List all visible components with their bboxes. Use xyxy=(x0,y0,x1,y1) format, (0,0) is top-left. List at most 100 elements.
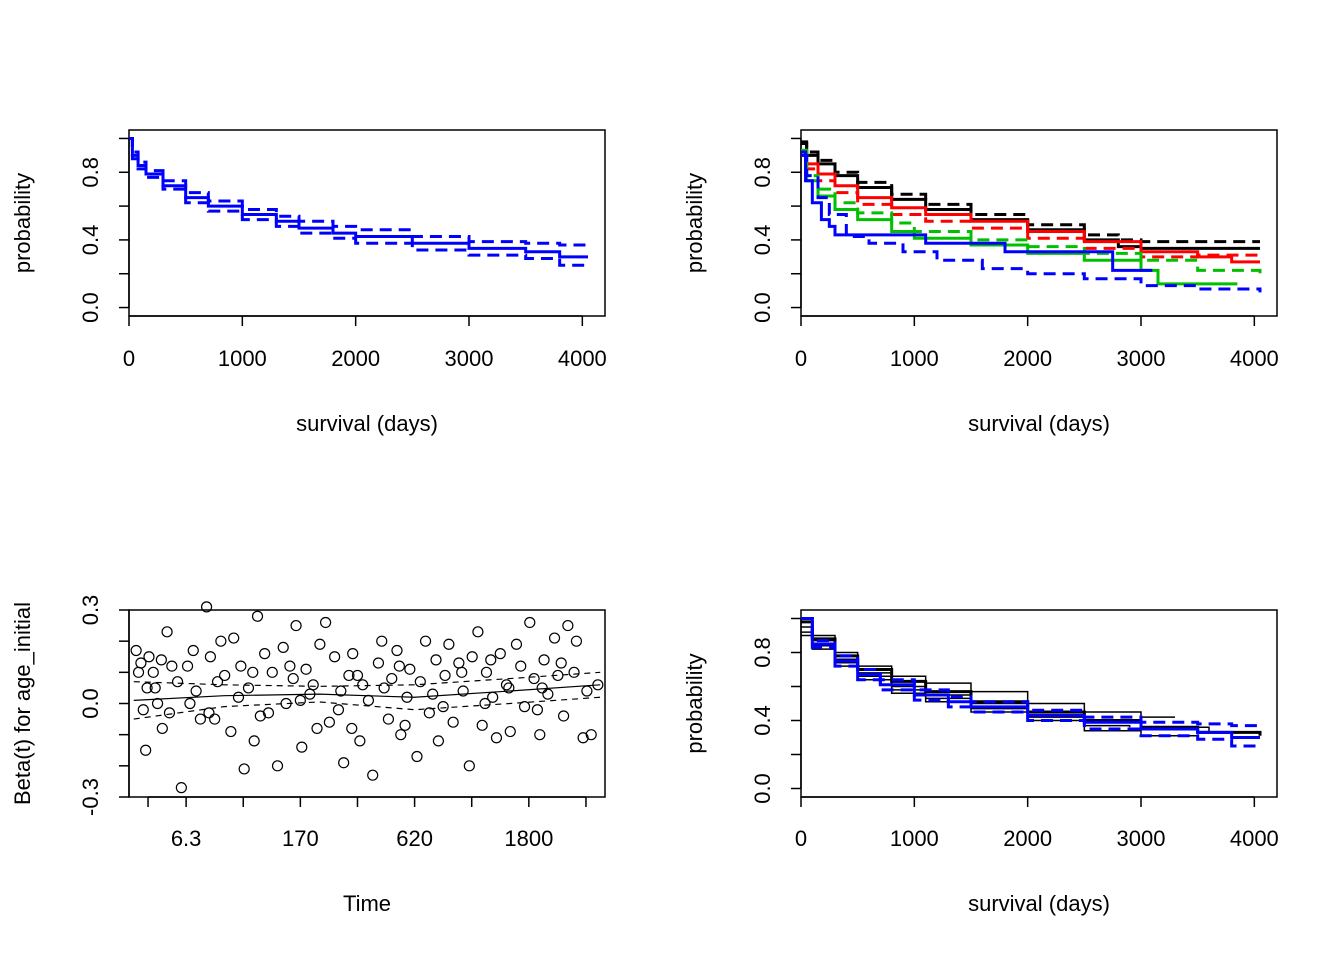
data-point xyxy=(485,654,497,666)
y-axis-title: probability xyxy=(682,653,707,753)
curve-blue-5 xyxy=(801,617,1260,739)
data-point xyxy=(480,666,493,678)
data-point xyxy=(393,660,405,672)
curve-green-4 xyxy=(801,150,1238,286)
data-point xyxy=(343,669,355,682)
data-point xyxy=(466,651,478,663)
data-point xyxy=(367,769,379,781)
data-point xyxy=(490,732,503,744)
data-point xyxy=(181,660,194,672)
data-point xyxy=(534,729,546,741)
data-point xyxy=(562,619,574,632)
x-tick-label: 3000 xyxy=(1117,346,1166,371)
x-tick-label: 1000 xyxy=(218,346,267,371)
data-point xyxy=(354,735,366,747)
data-point xyxy=(476,719,488,731)
y-axis-title: probability xyxy=(10,173,35,273)
data-point xyxy=(391,644,403,657)
data-point xyxy=(259,648,271,660)
y-tick-label: 0.3 xyxy=(78,595,103,626)
x-tick-label: 170 xyxy=(282,826,319,851)
data-point xyxy=(432,735,444,747)
data-point xyxy=(518,701,531,713)
x-axis-title: survival (days) xyxy=(968,411,1110,436)
curve-blue-0 xyxy=(129,136,588,259)
data-point xyxy=(254,710,266,722)
data-point xyxy=(510,638,523,650)
data-point xyxy=(585,729,597,741)
data-point xyxy=(277,641,289,654)
data-point xyxy=(242,682,255,694)
y-tick-label: 0.0 xyxy=(78,688,103,719)
data-point xyxy=(362,694,375,706)
data-point xyxy=(194,713,206,725)
x-axis-title: Time xyxy=(343,891,391,916)
data-point xyxy=(457,685,469,697)
x-tick-label: 2000 xyxy=(1003,346,1052,371)
plot-frame xyxy=(128,129,606,317)
data-point xyxy=(347,648,359,660)
x-tick-label: 1800 xyxy=(504,826,553,851)
data-point xyxy=(228,632,240,644)
data-point xyxy=(314,638,326,650)
data-point xyxy=(163,707,176,719)
x-tick-label: 3000 xyxy=(445,346,494,371)
data-point xyxy=(577,732,589,744)
data-point xyxy=(386,672,398,685)
data-point xyxy=(187,644,199,657)
data-point xyxy=(503,682,515,694)
data-point xyxy=(335,685,347,697)
data-point xyxy=(378,682,390,694)
data-point xyxy=(423,707,435,719)
data-point xyxy=(557,710,570,722)
data-point xyxy=(338,757,350,769)
data-point xyxy=(439,669,451,682)
data-point xyxy=(135,657,147,669)
data-point xyxy=(247,666,259,678)
curve-black-ci-1 xyxy=(801,140,1260,244)
data-point xyxy=(427,688,439,700)
data-point xyxy=(548,632,561,644)
x-tick-label: 620 xyxy=(396,826,433,851)
data-point xyxy=(248,735,260,747)
data-point xyxy=(447,716,459,728)
data-point xyxy=(238,763,250,775)
data-point xyxy=(215,635,227,647)
data-point xyxy=(323,716,335,728)
data-point xyxy=(319,616,332,629)
data-point xyxy=(137,704,149,716)
data-point xyxy=(149,682,161,694)
x-tick-label: 2000 xyxy=(1003,826,1052,851)
data-point xyxy=(262,707,275,719)
band-upper xyxy=(133,671,601,687)
data-point xyxy=(140,744,152,756)
x-axis-title: survival (days) xyxy=(296,411,438,436)
data-point xyxy=(524,616,536,629)
y-tick-label: -0.3 xyxy=(78,778,103,816)
plot-frame xyxy=(128,609,606,798)
curve-blue-ci-2 xyxy=(129,136,588,267)
data-point xyxy=(500,679,513,691)
data-point xyxy=(211,676,224,688)
y-tick-label: 0.8 xyxy=(78,157,103,188)
data-point xyxy=(225,725,237,738)
data-point xyxy=(346,722,358,735)
data-point xyxy=(235,660,247,672)
curve-blue-6 xyxy=(801,150,1153,272)
data-point xyxy=(271,760,284,772)
panel-p1: 0 1000 2000 3000 4000 0.0 0.4 0.8 survival (days… xyxy=(10,129,607,436)
data-point xyxy=(411,750,423,763)
y-tick-label: 0.4 xyxy=(78,225,103,256)
data-point xyxy=(290,619,302,632)
data-point xyxy=(151,697,164,710)
y-tick-label: 0.0 xyxy=(78,292,103,323)
curve-green-ci-5 xyxy=(801,148,1262,278)
data-point xyxy=(332,704,345,716)
data-point xyxy=(175,782,187,794)
data-point xyxy=(536,682,548,694)
data-point xyxy=(456,666,468,678)
data-point xyxy=(430,654,442,666)
data-point xyxy=(443,638,455,650)
data-point xyxy=(287,672,299,685)
